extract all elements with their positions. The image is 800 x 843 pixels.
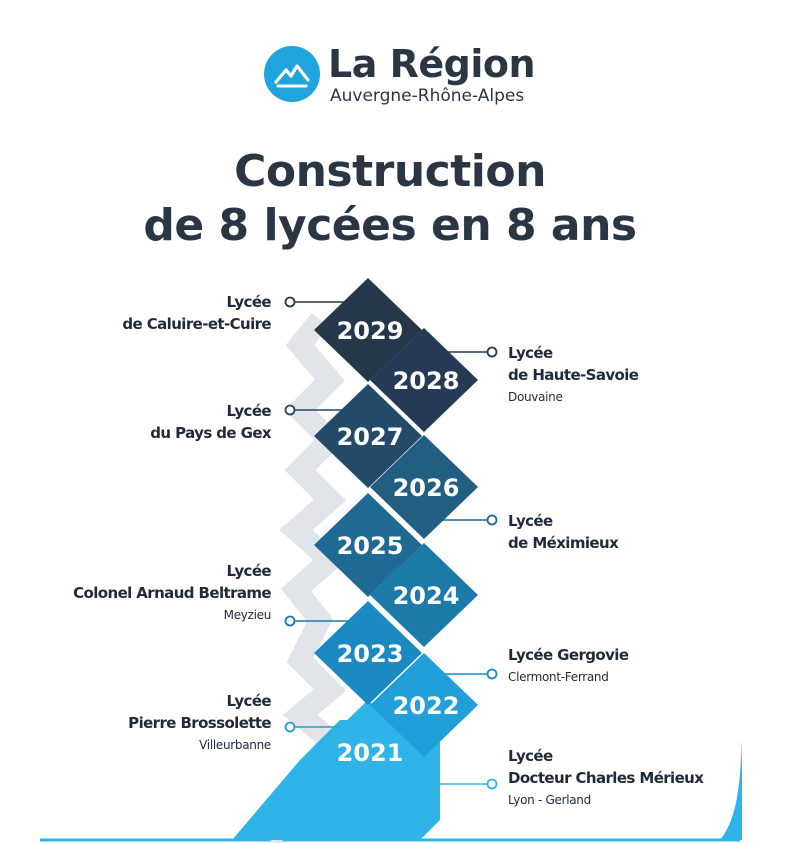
school-label-2022: Lycée Pierre Brossolette Villeurbanne — [128, 690, 271, 754]
year-label-2024: 2024 — [393, 582, 460, 610]
school-name-line: de Caluire-et-Cuire — [122, 315, 271, 333]
connector-dot-2024 — [284, 615, 296, 627]
school-label-2028: Lycée de Haute-Savoie Douvaine — [508, 342, 639, 406]
school-name-line: Lycée — [508, 747, 553, 765]
school-label-2029: Lycée de Caluire-et-Cuire — [122, 291, 271, 335]
school-city: Villeurbanne — [199, 738, 271, 752]
connector-dot-2027 — [284, 404, 296, 416]
year-diamond-2023 — [314, 601, 422, 705]
school-name-line: Colonel Arnaud Beltrame — [73, 584, 271, 602]
year-label-2027: 2027 — [337, 423, 404, 451]
logo-subtitle: Auvergne-Rhône-Alpes — [330, 86, 525, 106]
school-name-line: Lycée — [226, 402, 271, 420]
year-diamond-2027 — [314, 384, 422, 488]
connector-dot-2028 — [486, 346, 498, 358]
year-label-2025: 2025 — [337, 532, 404, 560]
school-city: Lyon - Gerland — [508, 793, 591, 807]
school-name-line: Lycée — [508, 344, 553, 362]
school-label-2024: Lycée Colonel Arnaud Beltrame Meyzieu — [73, 560, 271, 624]
school-city: Douvaine — [508, 390, 563, 404]
school-label-2025: Lycée de Méximieux — [508, 510, 619, 554]
school-label-2023: Lycée Gergovie Clermont-Ferrand — [508, 644, 629, 686]
school-name-line: Pierre Brossolette — [128, 714, 271, 732]
year-diamond-2022 — [370, 653, 478, 757]
school-name-line: de Méximieux — [508, 534, 619, 552]
year-label-2028: 2028 — [393, 367, 460, 395]
connector-dot-2023 — [486, 668, 498, 680]
school-name-line: Lycée — [226, 562, 271, 580]
shadow-track — [260, 313, 347, 843]
school-name-line: de Haute-Savoie — [508, 366, 639, 384]
year-diamond-2026 — [370, 435, 478, 539]
connector-dot-2021 — [486, 778, 498, 790]
school-city: Clermont-Ferrand — [508, 670, 609, 684]
year-label-2022: 2022 — [393, 692, 460, 720]
year-label-2026: 2026 — [393, 474, 460, 502]
year-diamond-2029 — [314, 278, 422, 382]
connector-dot-2022 — [284, 721, 296, 733]
right-accent-curve — [720, 740, 742, 840]
school-name-line: Lycée — [508, 512, 553, 530]
year-label-2021: 2021 — [337, 739, 404, 767]
page-title-line-2: de 8 lycées en 8 ans — [143, 200, 637, 251]
school-name-line: Lycée — [226, 293, 271, 311]
logo-title: La Région — [328, 42, 536, 86]
connector-dot-2025 — [486, 514, 498, 526]
school-name-line: Lycée Gergovie — [508, 646, 629, 664]
year-label-2023: 2023 — [337, 640, 404, 668]
school-city: Meyzieu — [223, 608, 272, 622]
page-title-line-1: Construction — [234, 146, 546, 197]
school-label-2027: Lycée du Pays de Gex — [150, 400, 271, 444]
timeline-diamonds — [314, 278, 478, 804]
school-label-2021: Lycée Docteur Charles Mérieux Lyon - Gerla… — [508, 745, 704, 809]
timeline-years: 2029 2028 2027 2026 2025 2024 2023 2022 2021 — [284, 296, 498, 790]
school-name-line: Docteur Charles Mérieux — [508, 769, 704, 787]
school-name-line: Lycée — [226, 692, 271, 710]
school-name-line: du Pays de Gex — [150, 424, 271, 442]
year-diamond-2025 — [314, 493, 422, 597]
mountain-logo-icon — [264, 46, 320, 102]
connector-dot-2029 — [284, 296, 296, 308]
year-label-2029: 2029 — [337, 317, 404, 345]
